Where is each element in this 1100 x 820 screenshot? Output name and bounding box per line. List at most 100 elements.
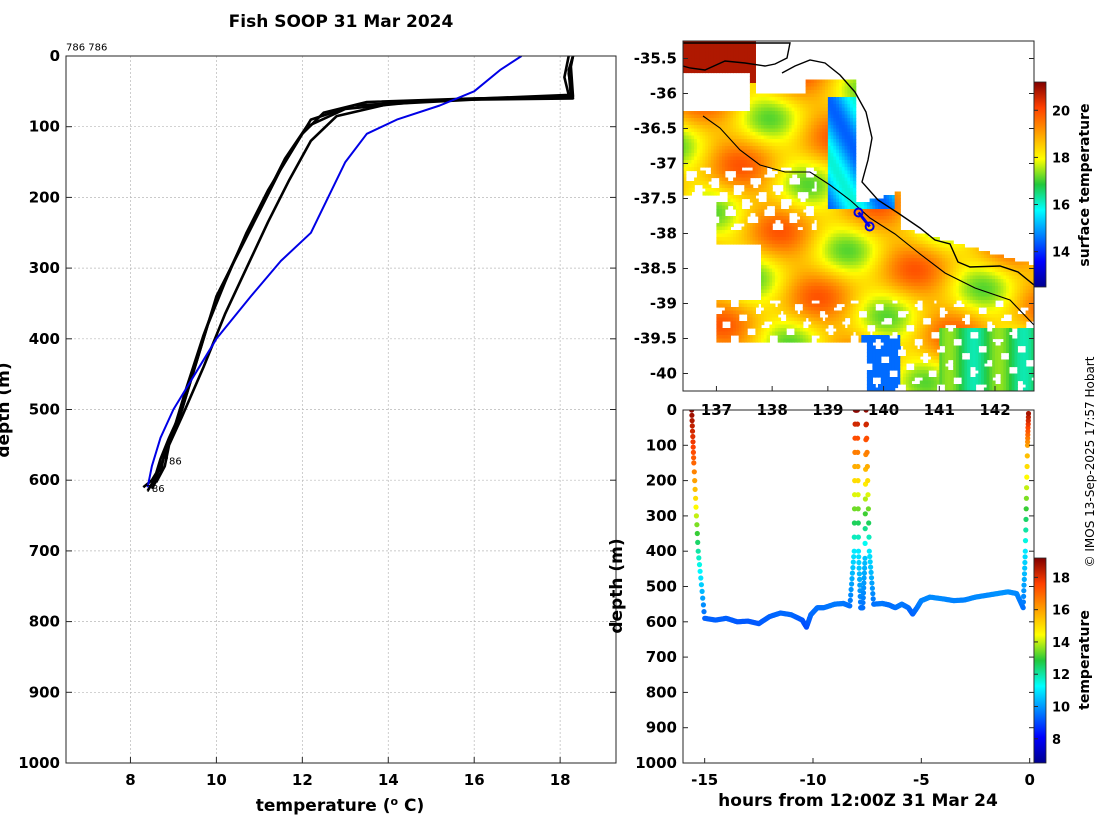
map-sst-cell (872, 303, 876, 308)
map-sst-cell (833, 254, 837, 259)
map-sst-cell (699, 153, 704, 158)
map-sst-cell (808, 104, 812, 109)
map-sst-cell (839, 233, 843, 238)
map-sst-cell (844, 202, 848, 207)
map-sst-cell (794, 202, 798, 207)
map-sst-cell (819, 184, 823, 189)
map-sst-cell (749, 69, 754, 74)
map-sst-cell (800, 202, 804, 207)
map-sst-cell (772, 139, 776, 144)
map-sst-cell (878, 373, 882, 378)
map-sst-cell (905, 230, 910, 235)
map-sst-cell (727, 167, 731, 172)
map-sst-cell (852, 216, 857, 221)
map-sst-cell (761, 125, 765, 130)
map-sst-cell (722, 69, 726, 74)
map-sst-cell (844, 310, 848, 315)
map-sst-cell (841, 149, 846, 154)
map-sst-cell (825, 128, 829, 133)
map-sst-cell (891, 219, 896, 224)
map-sst-cell (903, 240, 907, 245)
map-sst-cell (811, 146, 815, 151)
map-sst-cell (925, 272, 929, 277)
map-sst-cell (925, 261, 929, 266)
map-sst-cell (733, 317, 737, 322)
map-sst-cell (839, 121, 843, 126)
map-sst-cell (791, 100, 795, 105)
map-sst-cell (719, 118, 723, 123)
map-sst-cell (852, 177, 857, 182)
map-sst-cell (727, 48, 731, 53)
map-sst-cell (713, 163, 717, 168)
map-sst-cell (847, 328, 851, 333)
map-sst-cell (822, 83, 826, 88)
map-sst-cell (908, 258, 912, 263)
map-sst-cell (772, 181, 776, 186)
map-sst-cell (758, 230, 762, 235)
map-sst-cell (761, 205, 765, 210)
map-sst-cell (869, 226, 873, 231)
map-sst-cell (841, 184, 846, 189)
map-sst-cell (869, 272, 873, 277)
map-sst-cell (911, 233, 915, 238)
map-sst-cell (819, 296, 823, 301)
map-sst-cell (825, 310, 829, 315)
map-sst-cell (903, 380, 907, 385)
map-sst-cell (813, 191, 818, 196)
map-sst-cell (777, 268, 782, 273)
map-sst-cell (875, 258, 879, 263)
map-sst-cell (933, 240, 938, 245)
map-sst-cell (928, 279, 932, 284)
map-sst-cell (852, 321, 857, 326)
map-sst-cell (788, 303, 793, 308)
map-sst-cell (783, 219, 787, 224)
map-sst-cell (741, 111, 745, 116)
map-sst-cell (919, 352, 924, 357)
map-sst-cell (850, 286, 854, 291)
map-sst-cell (735, 177, 740, 182)
map-sst-cell (858, 251, 862, 256)
map-sst-cell (713, 118, 717, 123)
map-sst-cell (900, 293, 904, 298)
map-sst-cell (819, 104, 823, 109)
map-sst-cell (774, 153, 779, 158)
map-sst-cell (696, 139, 701, 144)
map-sst-cell (805, 282, 809, 287)
map-sst-cell (763, 146, 768, 151)
map-sst-cell (719, 237, 723, 242)
map-sst-cell (822, 282, 826, 287)
map-sst-cell (761, 265, 765, 270)
map-sst-cell (777, 121, 782, 126)
map-sst-cell (858, 258, 862, 263)
map-sst-cell (841, 163, 846, 168)
map-sst-cell (713, 125, 717, 130)
map-sst-cell (911, 338, 915, 343)
map-sst-cell (783, 265, 787, 270)
map-sst-cell (811, 86, 815, 91)
map-sst-cell (747, 317, 751, 322)
map-sst-cell (708, 146, 712, 151)
map-sst-cell (833, 265, 837, 270)
map-sst-cell (727, 149, 731, 154)
map-sst-cell (761, 167, 765, 172)
map-sst-cell (844, 191, 848, 196)
map-sst-cell (735, 128, 740, 133)
profile-axes-frame (65, 55, 617, 764)
map-sst-cell (722, 142, 726, 147)
map-sst-cell (889, 289, 893, 294)
map-sst-cell (797, 328, 801, 333)
map-sst-cell (872, 366, 876, 371)
map-sst-cell (805, 272, 809, 277)
map-sst-cell (702, 142, 706, 147)
map-sst-cell (688, 121, 692, 126)
map-sst-cell (716, 44, 720, 49)
map-sst-cell (827, 174, 832, 179)
map-sst-cell (825, 107, 829, 112)
map-sst-cell (855, 230, 860, 235)
map-sst-cell (766, 128, 770, 133)
map-sst-cell (710, 163, 715, 168)
map-sst-cell (822, 139, 826, 144)
map-sst-cell (786, 177, 790, 182)
map-sst-cell (761, 335, 765, 340)
map-sst-cell (769, 265, 773, 270)
